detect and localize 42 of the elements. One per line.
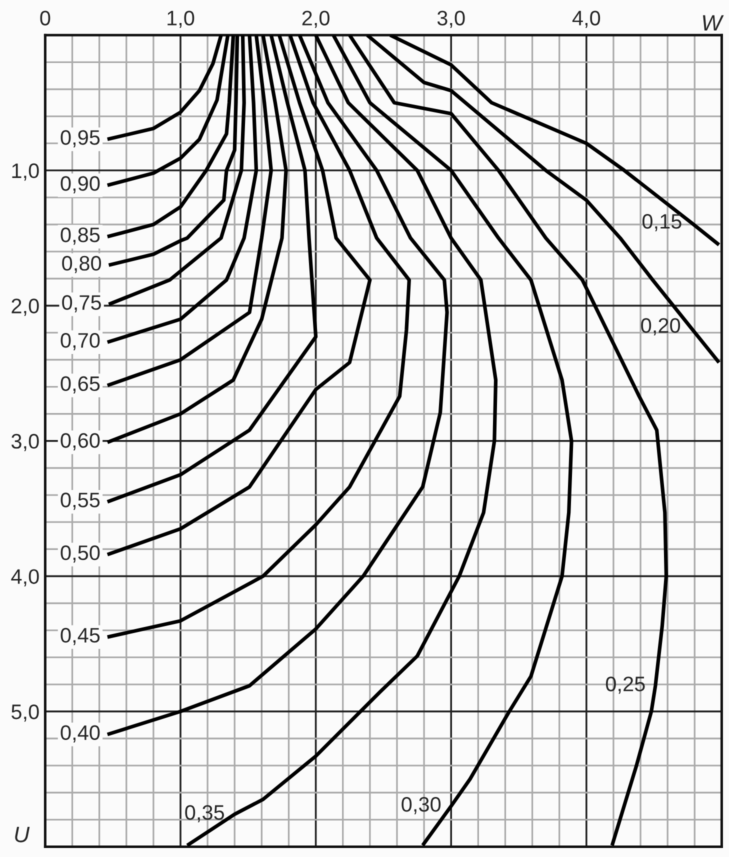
- line-series: [332, 35, 574, 847]
- annotation: 0,25: [606, 676, 645, 694]
- annotation: 0,70: [60, 333, 100, 350]
- y-tick-label: 1,0: [12, 163, 39, 181]
- line-series: [106, 35, 288, 444]
- annotation: 0,55: [60, 492, 100, 510]
- annotation: 0,80: [62, 256, 102, 274]
- line-series: [106, 35, 372, 556]
- y-tick-label: 5,0: [12, 704, 39, 722]
- line-series: [388, 35, 721, 247]
- annotation: 0,20: [641, 318, 680, 336]
- annotation: 0,60: [60, 433, 100, 450]
- y-axis-title: U: [15, 826, 30, 842]
- x-tick-label: 3,0: [437, 10, 465, 28]
- annotation: 0,45: [60, 628, 100, 646]
- y-tick-label: 2,0: [12, 298, 39, 316]
- x-tick-label: 1,0: [168, 10, 194, 28]
- y-tick-label: 3,0: [11, 434, 39, 452]
- line-series: [185, 35, 498, 847]
- x-tick-label: 2,0: [302, 10, 330, 28]
- line-series: [106, 35, 318, 504]
- annotation: 0,85: [60, 228, 100, 245]
- line-series: [106, 35, 411, 639]
- annotation: 0,95: [60, 130, 100, 148]
- line-series: [106, 35, 246, 306]
- annotation: 0,15: [642, 214, 682, 232]
- line-series: [106, 35, 258, 344]
- annotation: 0,40: [60, 725, 100, 742]
- x-axis-title: W: [702, 15, 724, 31]
- annotation: 0,50: [60, 545, 100, 563]
- annotation: 0,65: [60, 376, 100, 394]
- x-tick-label: 4,0: [572, 10, 600, 28]
- annotation: 0,75: [62, 295, 101, 312]
- x-tick-label: 0: [40, 10, 50, 26]
- line-series: [106, 35, 273, 388]
- y-tick-label: 4,0: [11, 569, 39, 586]
- annotation: 0,30: [402, 796, 441, 814]
- line-series: [365, 35, 721, 364]
- line-series: [106, 35, 223, 142]
- annotation: 0,90: [60, 176, 100, 194]
- annotation: 0,35: [185, 805, 224, 822]
- line-series: [106, 35, 449, 736]
